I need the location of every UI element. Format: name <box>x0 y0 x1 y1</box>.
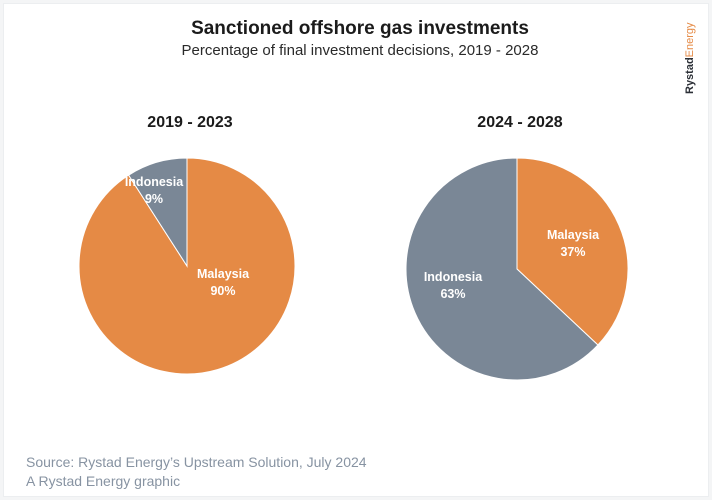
source-note: Source: Rystad Energy’s Upstream Solutio… <box>26 454 367 470</box>
pie2-indonesia-value: 63% <box>440 287 465 301</box>
pie1-indonesia-label: Indonesia <box>125 175 184 189</box>
pie2-malaysia-label: Malaysia <box>547 228 600 242</box>
pie1-title: 2019 - 2023 <box>147 114 233 131</box>
credit-note: A Rystad Energy graphic <box>26 473 181 489</box>
pie1-malaysia-value: 90% <box>210 284 235 298</box>
chart-card: Sanctioned offshore gas investments Perc… <box>3 3 709 497</box>
pie-charts: Malaysia 90% Indonesia 9% Malaysia 37% Indones… <box>78 157 629 381</box>
pie2-malaysia-value: 37% <box>560 245 585 259</box>
chart-title: Sanctioned offshore gas investments <box>191 18 529 39</box>
pie2-title: 2024 - 2028 <box>477 114 563 131</box>
pie2-indonesia-label: Indonesia <box>424 270 483 284</box>
pie2-slice-indonesia <box>405 157 599 381</box>
pie1-malaysia-label: Malaysia <box>197 267 250 281</box>
chart-subtitle: Percentage of final investment decisions… <box>181 42 539 59</box>
pie1-indonesia-value: 9% <box>145 192 163 206</box>
pie1-slice-indonesia <box>127 157 188 268</box>
pie2-slice-malaysia <box>516 157 629 346</box>
